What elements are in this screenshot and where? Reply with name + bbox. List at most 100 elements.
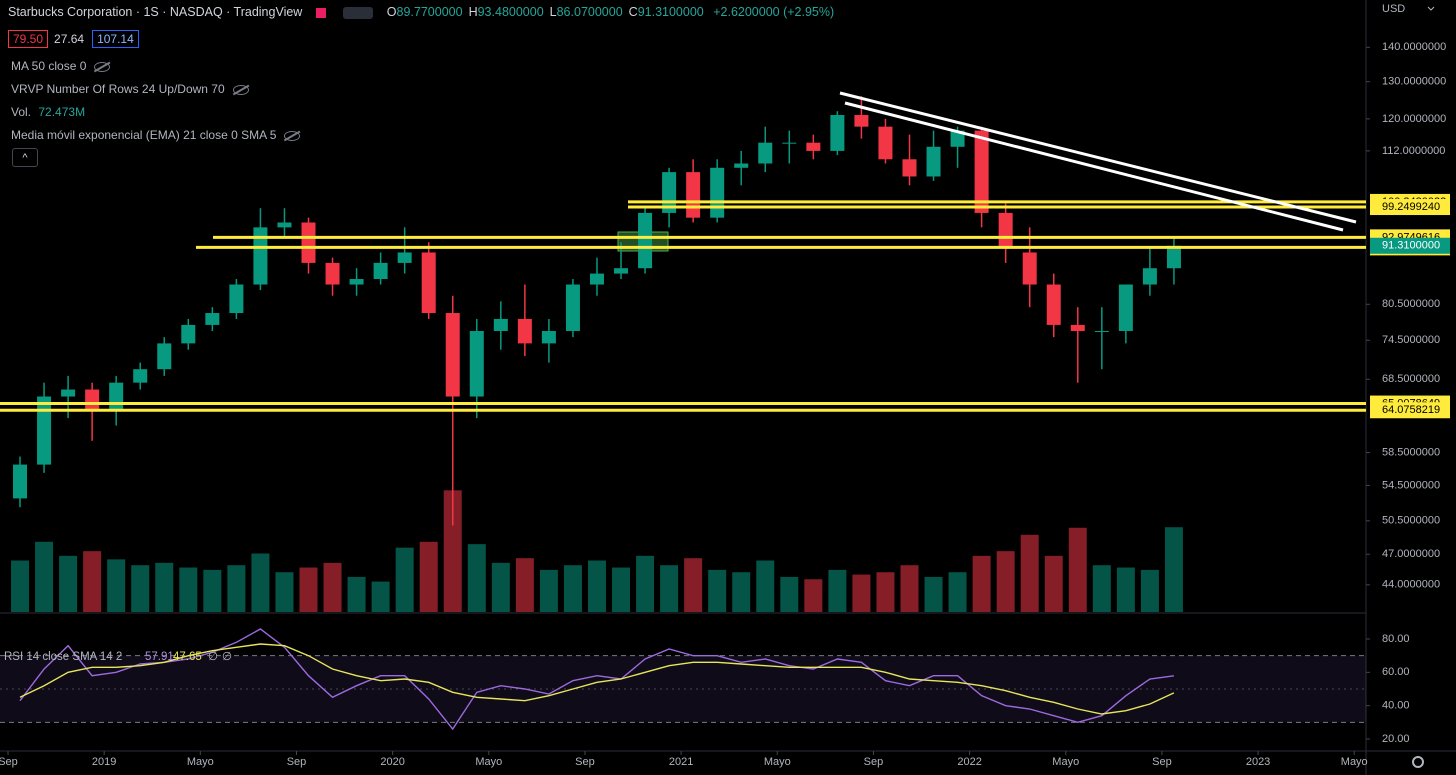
hidden-icon[interactable] (94, 61, 111, 72)
currency-dropdown[interactable] (1427, 6, 1435, 11)
volume-bar (756, 560, 775, 612)
volume-bar (924, 576, 943, 612)
flag[interactable] (315, 7, 326, 18)
candle-body (13, 464, 28, 499)
volume-bar (107, 559, 126, 612)
y-tick-label: 50.5000000 (1382, 515, 1440, 527)
candle-body (806, 142, 821, 151)
x-tick-label: Sep (0, 756, 18, 768)
volume-bar (299, 567, 318, 612)
volume-bar (732, 572, 751, 612)
volume-bar (780, 576, 799, 612)
candle-body (445, 313, 460, 397)
volume-bar (347, 576, 366, 612)
price-box: 27.64 (54, 32, 85, 46)
x-tick-label: 2023 (1246, 756, 1270, 768)
candle-body (686, 172, 701, 218)
candle-body (205, 313, 220, 325)
candle-body (277, 222, 292, 228)
volume-bar (563, 565, 582, 612)
volume-bar (684, 558, 703, 612)
y-tick-label: 74.5000000 (1382, 334, 1440, 346)
candle-body (734, 163, 749, 168)
candle-body (469, 330, 484, 397)
volume-bar (852, 574, 871, 612)
volume-bar (804, 579, 823, 612)
volume-bar (1020, 534, 1039, 612)
volume-bar (275, 572, 294, 612)
ohlc-key: O (386, 5, 397, 19)
ohlc-value: 91.3100000 (637, 5, 704, 19)
x-tick-label: Mayo (1341, 756, 1368, 768)
x-tick-label: Mayo (475, 756, 502, 768)
candle-body (397, 252, 412, 263)
volume-bar (900, 565, 919, 612)
price-box[interactable]: 107.14 (92, 30, 139, 48)
rsi-extra: ∅ (222, 651, 232, 663)
volume-bar (419, 541, 438, 612)
candle-body (830, 115, 845, 151)
trend-line (844, 101, 1344, 232)
candle-body (974, 130, 989, 213)
y-tick-label: 120.0000000 (1382, 113, 1446, 125)
y-tick-label: 80.5000000 (1382, 298, 1440, 310)
candle-body (998, 212, 1013, 248)
price-label: 64.0758219 (1382, 404, 1440, 416)
volume-bar (11, 560, 30, 612)
volume-title: Vol. (11, 105, 32, 119)
hidden-icon[interactable] (232, 84, 249, 95)
candle-body (181, 324, 196, 344)
volume-bar (371, 581, 390, 612)
rsi-value: 57.91 (145, 651, 174, 663)
rsi-title: RSI 14 close SMA 14 2 (4, 651, 122, 663)
collapse-button[interactable]: ^ (12, 148, 38, 167)
x-tick-label: Sep (864, 756, 884, 768)
x-tick-label: Sep (575, 756, 595, 768)
candle-body (1094, 330, 1109, 332)
volume-bar (131, 565, 150, 612)
volume-bar (395, 547, 414, 612)
volume-bar (1044, 555, 1063, 612)
volume-bar (35, 541, 54, 612)
x-tick-label: Sep (1152, 756, 1172, 768)
x-tick-label: Sep (287, 756, 307, 768)
hidden-icon[interactable] (284, 130, 301, 141)
price-label-bg (1370, 199, 1450, 216)
symbol-title: Starbucks Corporation · 1S · NASDAQ · Tr… (8, 5, 303, 19)
volume-bar (491, 562, 510, 612)
candle-body (541, 330, 556, 344)
y-tick-label: 47.0000000 (1382, 548, 1440, 560)
price-label-bg (1370, 402, 1450, 419)
rsi-band (0, 655, 1366, 723)
candle-body (421, 252, 436, 314)
candle-body (493, 318, 508, 331)
y-tick-label: 58.5000000 (1382, 446, 1440, 458)
candle-body (1070, 324, 1085, 331)
volume-bar (948, 572, 967, 612)
volume-bar (443, 490, 462, 612)
candle-body (85, 389, 100, 411)
volume-bar (467, 544, 486, 612)
volume-bar (1140, 569, 1159, 612)
candle-body (565, 284, 580, 331)
indicator-label: Vol. 72.473M (11, 105, 85, 119)
candle-body (229, 284, 244, 314)
price-label: 99.2499240 (1382, 201, 1440, 213)
price-box[interactable]: 79.50 (8, 30, 49, 48)
volume-value: 72.473M (38, 105, 86, 119)
candle-body (61, 389, 76, 397)
compare-badge[interactable] (343, 6, 374, 19)
candle-body (638, 212, 653, 269)
volume-bar (1116, 567, 1135, 612)
volume-bar (660, 565, 679, 612)
volume-bar (587, 560, 606, 612)
settings-icon[interactable] (1412, 756, 1424, 768)
settings-gear[interactable] (1412, 756, 1424, 768)
volume-bar (1092, 565, 1111, 612)
volume-bar (227, 565, 246, 612)
volume-bar (972, 555, 991, 612)
x-tick-label: 2020 (380, 756, 404, 768)
candle-body (902, 159, 917, 177)
rsi-line (19, 628, 1174, 731)
x-tick-label: 2019 (92, 756, 116, 768)
